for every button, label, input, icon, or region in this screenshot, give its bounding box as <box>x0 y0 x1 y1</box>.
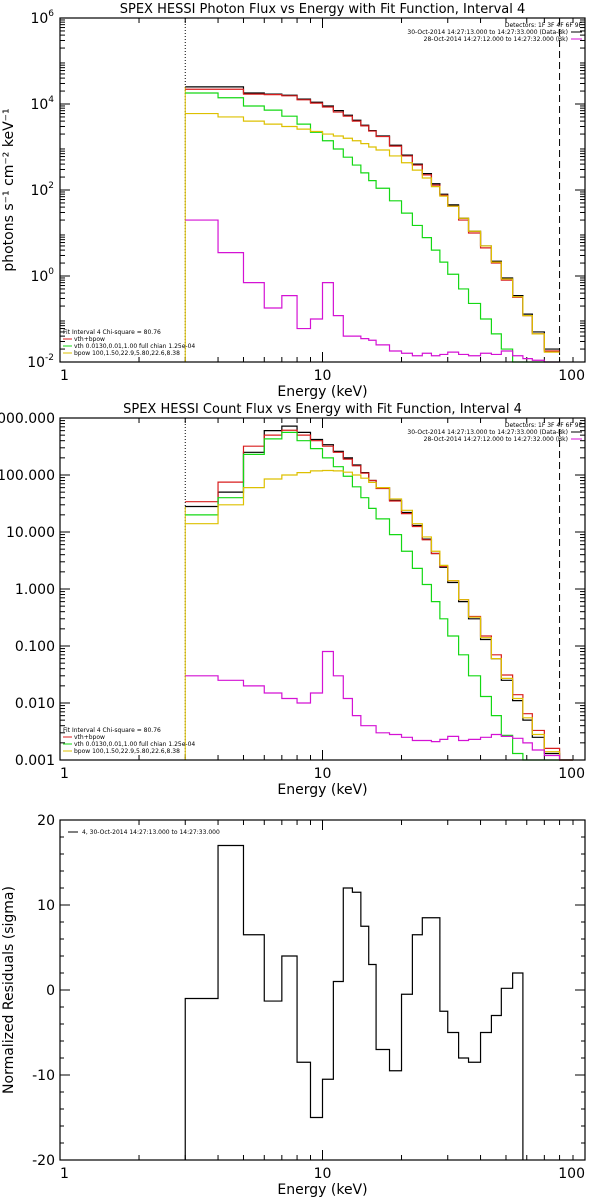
x-tick-label: 100 <box>558 1166 585 1182</box>
fit-legend-entry: vth 0.0130,0.01,1.00 full chian 1.25e-04 <box>74 343 195 350</box>
x-tick-label: 100 <box>558 766 585 782</box>
y-tick-label: 100.000 <box>0 468 55 484</box>
chart-panel-2: SPEX HESSI Count Flux vs Energy with Fit… <box>0 402 586 798</box>
fit-legend-entry: vth 0.0130,0.01,1.00 full chian 1.25e-04 <box>74 741 195 748</box>
fit-legend-header: Fit Interval 4 Chi-square = 80.76 <box>63 727 161 734</box>
y-tick-label: 0.100 <box>15 639 55 655</box>
y-tick-label: 104 <box>30 95 54 113</box>
plot-frame <box>59 417 586 761</box>
y-tick-label: 10-2 <box>27 353 54 371</box>
y-tick-label: 10.000 <box>6 525 55 541</box>
legend-entry: 28-Oct-2014 14:27:12.000 to 14:27:32.000… <box>424 436 568 443</box>
x-axis-label: Energy (keV) <box>277 1182 367 1198</box>
x-tick-label: 1 <box>60 368 69 384</box>
series-bk <box>185 219 560 363</box>
y-tick-label: -10 <box>32 1068 55 1084</box>
x-tick-label: 10 <box>314 368 332 384</box>
y-tick-label: 10 <box>37 898 55 914</box>
y-tick-label: 102 <box>30 181 54 199</box>
plot-frame <box>59 17 586 363</box>
y-tick-label: 0 <box>46 983 55 999</box>
chart-title: SPEX HESSI Photon Flux vs Energy with Fi… <box>120 2 526 17</box>
legend-entry: 4, 30-Oct-2014 14:27:13.000 to 14:27:33.… <box>82 829 220 836</box>
x-tick-label: 10 <box>314 766 332 782</box>
x-tick-label: 1 <box>60 766 69 782</box>
y-tick-label: -20 <box>32 1153 55 1169</box>
fit-legend-header: Fit Interval 4 Chi-square = 80.76 <box>63 329 161 336</box>
plot-frame <box>59 819 586 1161</box>
x-axis-label: Energy (keV) <box>277 782 367 798</box>
y-tick-label: 1.000 <box>15 582 55 598</box>
y-tick-label: 0.010 <box>15 696 55 712</box>
y-tick-label: 0.001 <box>15 753 55 769</box>
chart-panel-3: 1 10 100 Energy (keV) -20 -10 0 10 20 Normalized … <box>1 813 586 1198</box>
legend-header: Detectors: 1F 3F 4F 6F 9F <box>505 422 583 429</box>
series-vth <box>185 431 573 761</box>
series-vth <box>185 92 560 363</box>
y-tick-label: 100 <box>30 267 54 285</box>
series-bpow <box>185 112 560 353</box>
x-axis-label: Energy (keV) <box>277 384 367 400</box>
series-vth-bpow <box>185 429 573 761</box>
x-tick-label: 10 <box>314 1166 332 1182</box>
legend-header: Detectors: 1F 3F 4F 6F 9F <box>505 22 583 29</box>
fit-legend-entry: bpow 100,1.50,22.9,5.80,22.6,8.38 <box>74 748 180 755</box>
chart-panel-1: SPEX HESSI Photon Flux vs Energy with Fi… <box>1 2 586 400</box>
legend-entry: 30-Oct-2014 14:27:13.000 to 14:27:33.000… <box>407 429 568 436</box>
series-data-bk <box>185 425 573 761</box>
series-residuals <box>184 844 524 1160</box>
legend-entry: 28-Oct-2014 14:27:12.000 to 14:27:32.000… <box>424 36 568 43</box>
fit-legend-entry: bpow 100,1.50,22.9,5.80,22.6,8.38 <box>74 350 180 357</box>
series-bpow <box>185 469 573 761</box>
series-bk <box>185 650 573 761</box>
x-tick-label: 100 <box>558 368 585 384</box>
y-tick-label: 20 <box>37 813 55 829</box>
chart-title: SPEX HESSI Count Flux vs Energy with Fit… <box>123 402 522 417</box>
y-tick-label: 106 <box>30 9 54 27</box>
y-axis-label: photons s⁻¹ cm⁻² keV⁻¹ <box>1 108 17 271</box>
fit-legend-entry: vth+bpow <box>74 336 105 343</box>
fit-legend-entry: vth+bpow <box>74 734 105 741</box>
x-tick-label: 1 <box>60 1166 69 1182</box>
y-tick-label: 1000.000 <box>0 411 55 427</box>
series-data-bk <box>185 86 560 350</box>
y-axis-label: Normalized Residuals (sigma) <box>1 886 17 1094</box>
legend-entry: 30-Oct-2014 14:27:13.000 to 14:27:33.000… <box>407 29 568 36</box>
series-vth-bpow <box>185 88 560 352</box>
